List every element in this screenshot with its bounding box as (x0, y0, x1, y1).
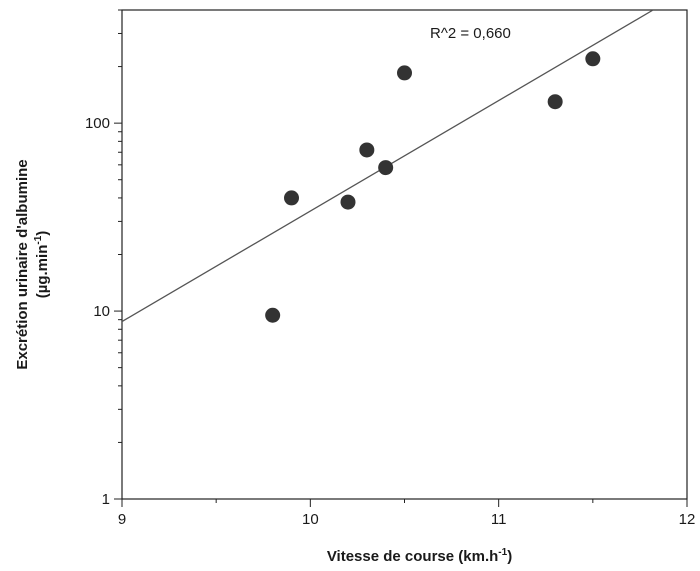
y-tick-label: 100 (85, 115, 110, 132)
y-tick-label: 1 (102, 491, 110, 508)
x-tick-label: 12 (679, 511, 696, 528)
x-tick-label: 9 (118, 511, 126, 528)
data-point (340, 194, 356, 210)
data-point (585, 51, 601, 67)
data-point (265, 307, 281, 323)
data-point (359, 142, 375, 158)
data-point (284, 190, 299, 206)
y-tick-label: 10 (93, 303, 110, 320)
data-point (547, 94, 563, 110)
y-axis-label-line1: Excrétion urinaire d'albumine (14, 159, 31, 369)
y-axis-label-line2: (µg.min-1) (33, 231, 51, 299)
plot-frame (121, 9, 688, 500)
x-tick-label: 11 (491, 511, 507, 528)
data-point (397, 65, 412, 81)
x-tick-label: 10 (302, 511, 319, 528)
x-axis-label: Vitesse de course (km.h-1) (327, 547, 512, 565)
data-point (378, 160, 394, 176)
r-squared-annotation: R^2 = 0,660 (430, 25, 511, 42)
